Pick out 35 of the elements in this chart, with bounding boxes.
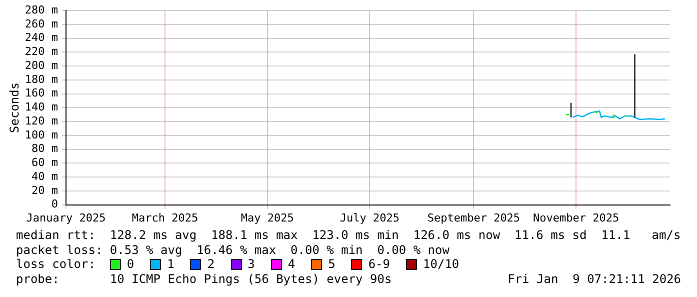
y-tick-label: 160 m — [24, 86, 58, 100]
legend-title: loss color: — [16, 257, 96, 272]
y-tick-label: 280 m — [24, 3, 58, 16]
y-tick-label: 200 m — [24, 58, 58, 72]
legend-label: 5 — [328, 257, 336, 272]
x-tick-label: May 2025 — [240, 211, 294, 224]
legend-label: 10/10 — [423, 257, 460, 272]
legend-label: 6-9 — [368, 257, 390, 272]
text: packet loss: 0.53 % avg 16.46 % max 0.00 % min 0.00 % now — [16, 242, 450, 257]
y-tick-label: 180 m — [24, 72, 58, 86]
y-axis-title: Seconds — [7, 82, 22, 133]
y-tick-label: 0 — [51, 198, 58, 211]
x-tick-label: March 2025 — [132, 211, 198, 224]
text: Fri Jan 9 07:21:11 2026 — [508, 272, 681, 286]
x-tick-label: November 2025 — [533, 211, 620, 224]
legend-label: 1 — [167, 257, 174, 272]
y-tick-label: 220 m — [24, 45, 58, 58]
text: probe: 10 ICMP Echo Pings (56 Bytes) every 90s — [16, 272, 392, 286]
x-tick-label: July 2025 — [340, 211, 400, 224]
y-tick-label: 100 m — [24, 128, 58, 142]
legend-label: 2 — [207, 257, 215, 272]
y-tick-label: 140 m — [24, 100, 58, 114]
legend-label: 4 — [288, 257, 296, 272]
x-tick-label: September 2025 — [427, 211, 520, 224]
y-tick-label: 120 m — [24, 114, 58, 128]
y-tick-label: 40 m — [32, 170, 58, 183]
y-tick-label: 60 m — [32, 156, 58, 170]
y-tick-label: 80 m — [32, 142, 58, 156]
y-tick-label: 240 m — [24, 31, 58, 44]
y-tick-label: 260 m — [24, 17, 58, 30]
legend-label: 3 — [248, 257, 255, 272]
text: median rtt: 128.2 ms avg 188.1 ms max 123.0 ms min 126.0 ms now 11.6 ms sd 11.1 am/s — [16, 228, 681, 242]
legend-label: 0 — [126, 257, 134, 272]
x-tick-label: January 2025 — [26, 211, 106, 224]
y-tick-label: 20 m — [32, 184, 58, 197]
